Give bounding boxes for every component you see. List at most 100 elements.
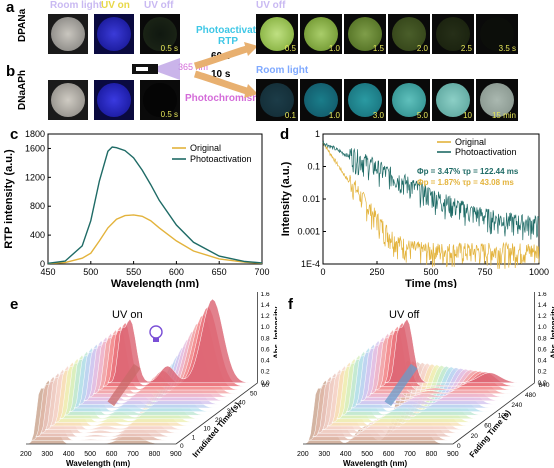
x-tick-label: 900 [447, 451, 459, 458]
photo-a-fade-1: 0.5 [256, 14, 298, 54]
uv-on-column-label: UV on [101, 0, 130, 11]
plot-frame [47, 133, 263, 265]
x-tick-label: 600 [106, 451, 118, 458]
z-tick-label: 0.0 [261, 380, 270, 387]
photo-a-fade-5: 2.5 [432, 14, 474, 54]
x-tick-label: 300 [41, 451, 53, 458]
panel-c-letter: c [10, 126, 19, 143]
room-light-column-label: Room light [50, 0, 103, 11]
arrow-to-photochromism [193, 70, 252, 96]
legend-entry: Photoactivation [190, 154, 252, 164]
uv-off-column-label: UV off [144, 0, 174, 11]
lifetime-annotation: Φp = 1.87% τp = 43.08 ms [417, 178, 514, 187]
photo-b-room-light [48, 80, 88, 120]
z-tick-label: 1.6 [538, 292, 547, 298]
x-tick-label: 500 [84, 451, 96, 458]
z-axis-label: Abs. Intensity [273, 306, 277, 359]
z-tick-label: 0.6 [261, 346, 270, 353]
photo-b-fade-1: 0.1 [256, 79, 298, 121]
panel-e-letter: e [10, 296, 19, 313]
y-axis-label: Intensity (a.u.) [280, 161, 292, 236]
photo-b-fade-6: 15 min [476, 79, 518, 121]
chart-c: 450 500 550 600 650 700 0 400 800 1200 1600 1800 Wav… [3, 129, 270, 288]
photo-b-uv-off: 0.5 s [140, 80, 180, 120]
photo-a-room-light [48, 14, 88, 54]
uv-bulb-icon [149, 325, 163, 339]
depth-tick-label: 0 [180, 443, 184, 450]
z-tick-label: 1.0 [261, 324, 270, 331]
x-tick-label: 500 [361, 451, 373, 458]
spectrum-slice [384, 318, 535, 384]
z-tick-label: 1.6 [261, 292, 270, 298]
legend-entry: Photoactivation [455, 147, 517, 157]
depth-tick-label: 1 [192, 434, 196, 441]
x-tick-label: 500 [423, 267, 438, 277]
photo-a-uv-on [94, 14, 134, 54]
x-axis-label: Time (ms) [405, 278, 457, 288]
x-tick-label: 1000 [529, 267, 549, 277]
arrow-to-rtp [193, 44, 252, 70]
depth-tick-label: 120 [498, 412, 509, 419]
z-tick-label: 0.4 [538, 358, 547, 365]
depth-axis [452, 382, 535, 445]
room-light-header: Room light [256, 65, 309, 76]
y-tick-label: 400 [30, 230, 45, 240]
photo-a-fade-6: 3.5 s [476, 14, 518, 54]
uv-off-header: UV off [256, 0, 286, 11]
time-10s-label: 10 s [211, 69, 231, 80]
series-line-original [322, 142, 540, 270]
depth-tick-label: 480 [525, 392, 536, 399]
depth-tick-label: 20 [215, 417, 223, 424]
x-tick-label: 200 [20, 451, 32, 458]
sample-label-dpana: DPANa [17, 8, 28, 42]
x-tick-label: 550 [126, 267, 141, 277]
z-tick-label: 1.2 [538, 313, 547, 320]
z-tick-label: 1.4 [538, 302, 547, 309]
z-tick-label: 0.2 [538, 369, 547, 376]
depth-tick-label: 20 [471, 433, 479, 440]
z-tick-label: 0.2 [261, 369, 270, 376]
condition-label: UV on [112, 309, 143, 321]
photo-b-fade-3: 3.0 [344, 79, 386, 121]
z-axis-label: Abs. Intensity [550, 306, 554, 359]
legend-entry: Original [455, 137, 486, 147]
panel-b-letter: b [6, 63, 16, 80]
depth-axis [175, 382, 258, 445]
photo-b-fade-4: 5.0 [388, 79, 430, 121]
x-axis-label: Wavelength (nm) [66, 459, 130, 468]
y-tick-label: 0.001 [297, 227, 320, 237]
photo-b-fade-5: 10 [432, 79, 474, 121]
sample-label-dnaaph: DNaAPh [17, 69, 28, 110]
uv-lamp-arrows [132, 42, 258, 98]
depth-tick-label: 0 [457, 443, 461, 450]
x-tick-label: 800 [426, 451, 438, 458]
trend-arrow [107, 363, 141, 407]
z-tick-label: 0.0 [538, 380, 547, 387]
y-tick-label: 800 [30, 201, 45, 211]
x-axis-label: Wavelength (nm) [343, 459, 407, 468]
z-tick-label: 0.6 [538, 346, 547, 353]
y-tick-label: 0.1 [307, 162, 320, 172]
depth-tick-label: 840 [539, 382, 550, 389]
photochromism-label: Photochromism [185, 93, 262, 104]
z-tick-label: 0.8 [538, 335, 547, 342]
depth-tick-label: 30 [227, 408, 235, 415]
photo-a-uv-off: 0.5 s [140, 14, 180, 54]
photo-a-fade-2: 1.0 [300, 14, 342, 54]
x-tick-label: 250 [369, 267, 384, 277]
trend-arrow [384, 363, 418, 407]
y-tick-label: 1 [315, 129, 320, 139]
y-tick-label: 1E-4 [301, 259, 320, 269]
x-axis-label: Wavelength (nm) [111, 278, 200, 288]
chart-d: 0 250 500 750 1000 1 0.1 0.01 0.001 1E-4 Time (ms)… [280, 129, 549, 288]
z-tick-label: 1.0 [538, 324, 547, 331]
panel-a-letter: a [6, 0, 15, 16]
photo-a-fade-3: 1.5 [344, 14, 386, 54]
lifetime-annotation: Φp = 3.47% τp = 122.44 ms [417, 167, 519, 176]
depth-tick-label: 50 [250, 391, 258, 398]
photo-b-fade-2: 1.0 [300, 79, 342, 121]
photo-a-fade-4: 2.0 [388, 14, 430, 54]
x-tick-label: 200 [297, 451, 309, 458]
